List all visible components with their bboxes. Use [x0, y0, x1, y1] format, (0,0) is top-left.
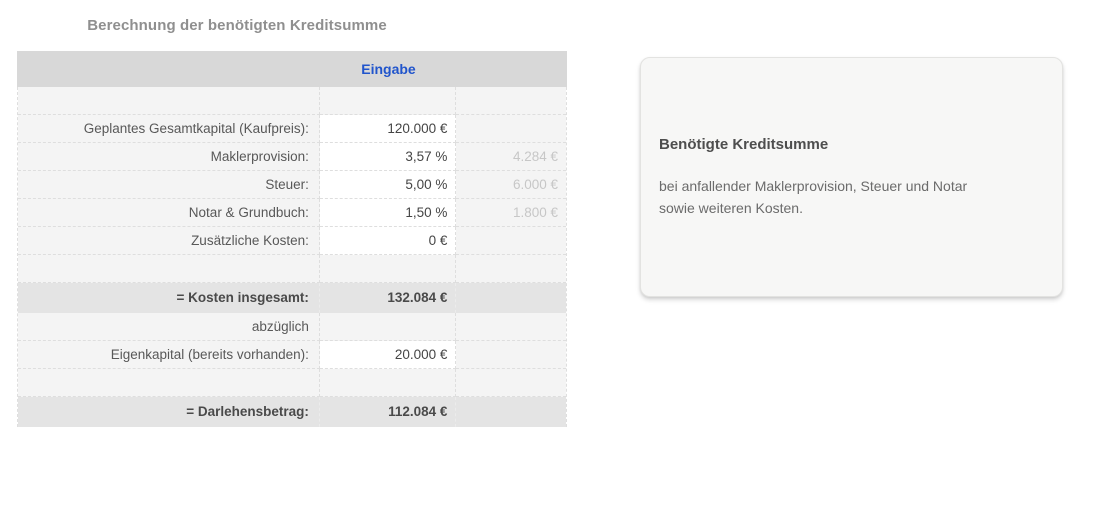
info-card-text: bei anfallender Maklerprovision, Steuer …	[659, 177, 968, 216]
loan-calculation-table: Eingabe Geplantes Gesamtkapital (Kaufpre…	[17, 51, 567, 427]
row-label: = Kosten insgesamt:	[18, 283, 320, 313]
row-value	[319, 87, 457, 115]
row-result-value	[456, 255, 566, 283]
row-result-value	[456, 115, 566, 143]
row-result-value	[456, 283, 566, 313]
table-row: Zusätzliche Kosten: 0 €	[18, 227, 566, 255]
table-row: Steuer: 5,00 % 6.000 €	[18, 171, 566, 199]
row-result-value	[456, 313, 566, 341]
table-row	[18, 87, 566, 115]
value-input-cell[interactable]: 0 €	[319, 227, 457, 255]
row-result-value: 6.000 €	[456, 171, 566, 199]
table-header-row: Eingabe	[17, 51, 567, 87]
row-result-value	[456, 341, 566, 369]
row-label	[18, 255, 320, 283]
table-row: = Kosten insgesamt: 132.084 €	[18, 283, 566, 313]
row-label: Eigenkapital (bereits vorhanden):	[18, 341, 320, 369]
table-row: Maklerprovision: 3,57 % 4.284 €	[18, 143, 566, 171]
info-card-heading: Benötigte Kreditsumme	[659, 135, 829, 153]
table-body: Geplantes Gesamtkapital (Kaufpreis): 120…	[17, 87, 567, 427]
row-label: Zusätzliche Kosten:	[18, 227, 320, 255]
row-label: = Darlehensbetrag:	[18, 397, 320, 427]
row-label	[18, 87, 320, 115]
row-value: 132.084 €	[319, 283, 457, 313]
info-card: Benötigte Kreditsumme bei anfallender Ma…	[640, 57, 1063, 297]
value-input-cell[interactable]: 1,50 %	[319, 199, 457, 227]
table-row	[18, 255, 566, 283]
row-result-value	[456, 369, 566, 397]
table-row: = Darlehensbetrag: 112.084 €	[18, 397, 566, 427]
row-label: Notar & Grundbuch:	[18, 199, 320, 227]
table-row: Notar & Grundbuch: 1,50 % 1.800 €	[18, 199, 566, 227]
table-row: Eigenkapital (bereits vorhanden): 20.000…	[18, 341, 566, 369]
row-result-value	[456, 87, 566, 115]
row-label: abzüglich	[18, 313, 320, 341]
table-row	[18, 369, 566, 397]
value-input-cell[interactable]: 20.000 €	[319, 341, 457, 369]
table-row: abzüglich	[18, 313, 566, 341]
row-label: Geplantes Gesamtkapital (Kaufpreis):	[18, 115, 320, 143]
row-value	[319, 313, 457, 341]
value-input-cell[interactable]: 120.000 €	[319, 115, 457, 143]
row-result-value	[456, 397, 566, 427]
row-label: Steuer:	[18, 171, 320, 199]
row-label	[18, 369, 320, 397]
value-input-cell[interactable]: 3,57 %	[319, 143, 457, 171]
input-column-header: Eingabe	[361, 61, 416, 77]
value-input-cell[interactable]: 5,00 %	[319, 171, 457, 199]
row-result-value: 1.800 €	[456, 199, 566, 227]
table-row: Geplantes Gesamtkapital (Kaufpreis): 120…	[18, 115, 566, 143]
calculation-title: Berechnung der benötigten Kreditsumme	[87, 17, 387, 34]
row-value	[319, 255, 457, 283]
row-value	[319, 369, 457, 397]
row-result-value: 4.284 €	[456, 143, 566, 171]
row-result-value	[456, 227, 566, 255]
row-value: 112.084 €	[319, 397, 457, 427]
row-label: Maklerprovision:	[18, 143, 320, 171]
